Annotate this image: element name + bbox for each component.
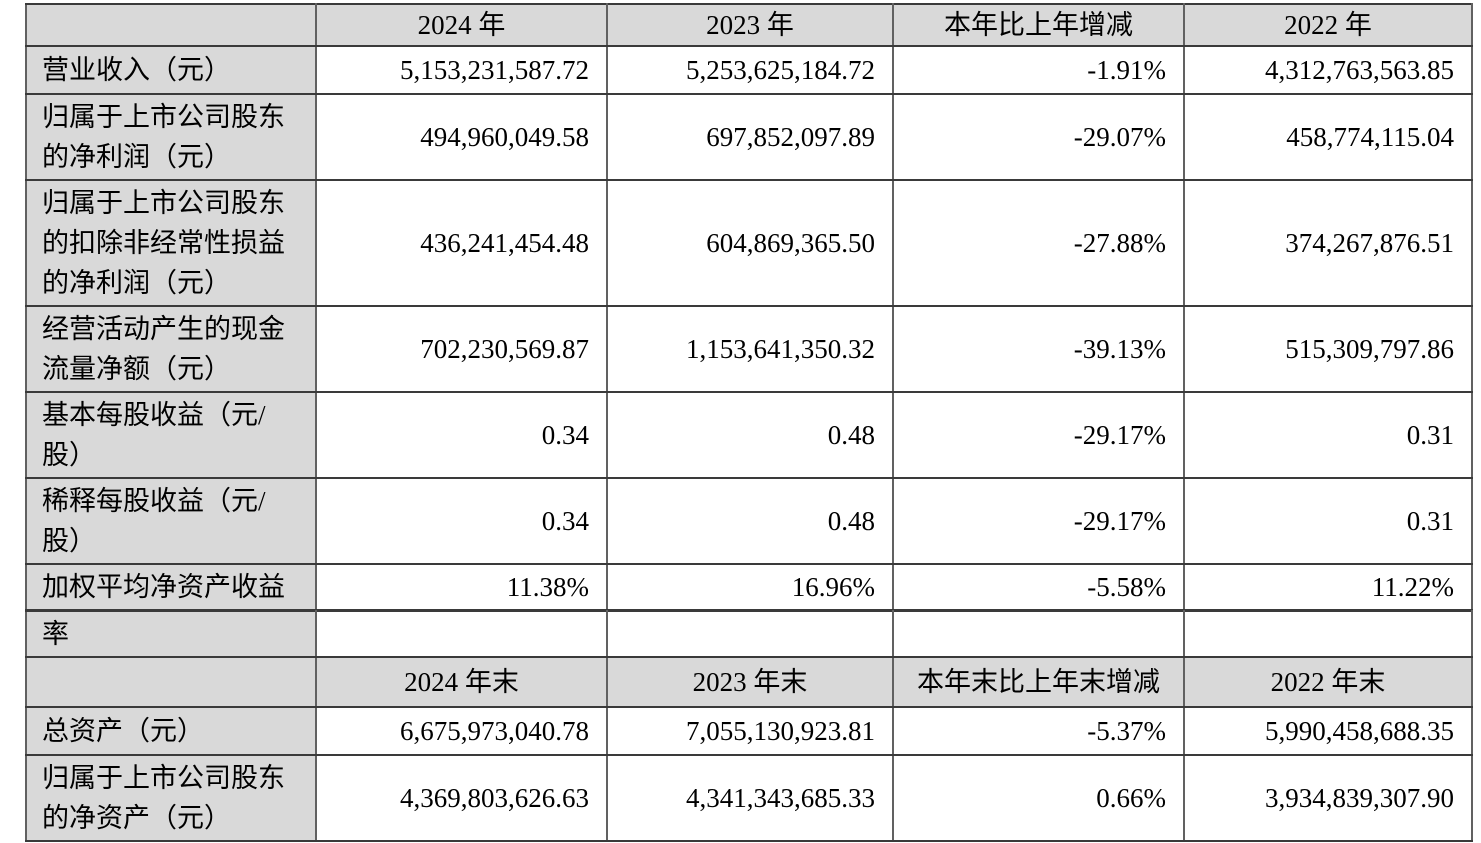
cell-value: 458,774,115.04 xyxy=(1183,93,1473,181)
table-row-roe-label-continuation: 率 xyxy=(25,610,1473,658)
cell-value: 16.96% xyxy=(606,563,894,611)
cell-value: 0.31 xyxy=(1183,477,1473,565)
column-header-2023-end: 2023 年末 xyxy=(606,656,894,708)
table-row-net-profit: 归属于上市公司股东 的净利润（元） 494,960,049.58 697,852… xyxy=(25,93,1473,181)
cell-value: 0.34 xyxy=(315,391,608,479)
cell-value: 3,934,839,307.90 xyxy=(1183,754,1473,842)
cell-value: 5,253,625,184.72 xyxy=(606,45,894,95)
cell-value: 494,960,049.58 xyxy=(315,93,608,181)
cell-value: 4,369,803,626.63 xyxy=(315,754,608,842)
column-header-2022: 2022 年 xyxy=(1183,3,1473,47)
cell-value: 7,055,130,923.81 xyxy=(606,706,894,756)
table-row-weighted-avg-roe: 加权平均净资产收益 11.38% 16.96% -5.58% 11.22% xyxy=(25,563,1473,611)
cell-value: -5.37% xyxy=(892,706,1185,756)
cell-value: 697,852,097.89 xyxy=(606,93,894,181)
column-header-blank xyxy=(25,656,317,708)
cell-value xyxy=(892,610,1185,658)
header-row: 2024 年 2023 年 本年比上年增减 2022 年 xyxy=(25,3,1473,47)
cell-value: 702,230,569.87 xyxy=(315,305,608,393)
cell-value: 1,153,641,350.32 xyxy=(606,305,894,393)
column-header-2024-end: 2024 年末 xyxy=(315,656,608,708)
cell-value: -27.88% xyxy=(892,179,1185,307)
cell-value: 4,341,343,685.33 xyxy=(606,754,894,842)
cell-value: 436,241,454.48 xyxy=(315,179,608,307)
cell-value: 6,675,973,040.78 xyxy=(315,706,608,756)
cell-value: -29.07% xyxy=(892,93,1185,181)
table-row-net-assets: 归属于上市公司股东 的净资产（元） 4,369,803,626.63 4,341… xyxy=(25,754,1473,842)
financial-summary-current-period-table: 2024 年 2023 年 本年比上年增减 2022 年 营业收入（元） 5,1… xyxy=(25,3,1473,611)
row-label: 经营活动产生的现金 流量净额（元） xyxy=(25,305,317,393)
cell-value: 5,990,458,688.35 xyxy=(1183,706,1473,756)
cell-value: -5.58% xyxy=(892,563,1185,611)
cell-value: 604,869,365.50 xyxy=(606,179,894,307)
column-header-blank xyxy=(25,3,317,47)
cell-value: -29.17% xyxy=(892,391,1185,479)
header-row: 2024 年末 2023 年末 本年末比上年末增减 2022 年末 xyxy=(25,656,1473,708)
row-label: 归属于上市公司股东 的净资产（元） xyxy=(25,754,317,842)
row-label: 归属于上市公司股东 的扣除非经常性损益 的净利润（元） xyxy=(25,179,317,307)
column-header-yoy-change: 本年比上年增减 xyxy=(892,3,1185,47)
cell-value: 11.38% xyxy=(315,563,608,611)
table-row-basic-eps: 基本每股收益（元/ 股） 0.34 0.48 -29.17% 0.31 xyxy=(25,391,1473,479)
cell-value: 0.66% xyxy=(892,754,1185,842)
cell-value: 0.48 xyxy=(606,391,894,479)
cell-value xyxy=(1183,610,1473,658)
financial-summary-period-end-table: 率 2024 年末 2023 年末 本年末比上年末增减 2022 年末 总资产（… xyxy=(25,610,1473,842)
row-label: 率 xyxy=(25,610,317,658)
cell-value: -1.91% xyxy=(892,45,1185,95)
column-header-2024: 2024 年 xyxy=(315,3,608,47)
row-label: 稀释每股收益（元/ 股） xyxy=(25,477,317,565)
row-label: 归属于上市公司股东 的净利润（元） xyxy=(25,93,317,181)
cell-value: -39.13% xyxy=(892,305,1185,393)
table-row-net-profit-excl-nonrecurring: 归属于上市公司股东 的扣除非经常性损益 的净利润（元） 436,241,454.… xyxy=(25,179,1473,307)
cell-value: -29.17% xyxy=(892,477,1185,565)
row-label: 基本每股收益（元/ 股） xyxy=(25,391,317,479)
cell-value xyxy=(315,610,608,658)
cell-value: 374,267,876.51 xyxy=(1183,179,1473,307)
cell-value: 515,309,797.86 xyxy=(1183,305,1473,393)
column-header-2023: 2023 年 xyxy=(606,3,894,47)
column-header-2022-end: 2022 年末 xyxy=(1183,656,1473,708)
table-row-diluted-eps: 稀释每股收益（元/ 股） 0.34 0.48 -29.17% 0.31 xyxy=(25,477,1473,565)
cell-value: 11.22% xyxy=(1183,563,1473,611)
cell-value: 4,312,763,563.85 xyxy=(1183,45,1473,95)
table-row-operating-revenue: 营业收入（元） 5,153,231,587.72 5,253,625,184.7… xyxy=(25,45,1473,95)
cell-value xyxy=(606,610,894,658)
column-header-yoy-end-change: 本年末比上年末增减 xyxy=(892,656,1185,708)
row-label: 加权平均净资产收益 xyxy=(25,563,317,611)
row-label: 总资产（元） xyxy=(25,706,317,756)
table-row-operating-cash-flow: 经营活动产生的现金 流量净额（元） 702,230,569.87 1,153,6… xyxy=(25,305,1473,393)
cell-value: 5,153,231,587.72 xyxy=(315,45,608,95)
cell-value: 0.48 xyxy=(606,477,894,565)
cell-value: 0.31 xyxy=(1183,391,1473,479)
table-row-total-assets: 总资产（元） 6,675,973,040.78 7,055,130,923.81… xyxy=(25,706,1473,756)
row-label: 营业收入（元） xyxy=(25,45,317,95)
cell-value: 0.34 xyxy=(315,477,608,565)
